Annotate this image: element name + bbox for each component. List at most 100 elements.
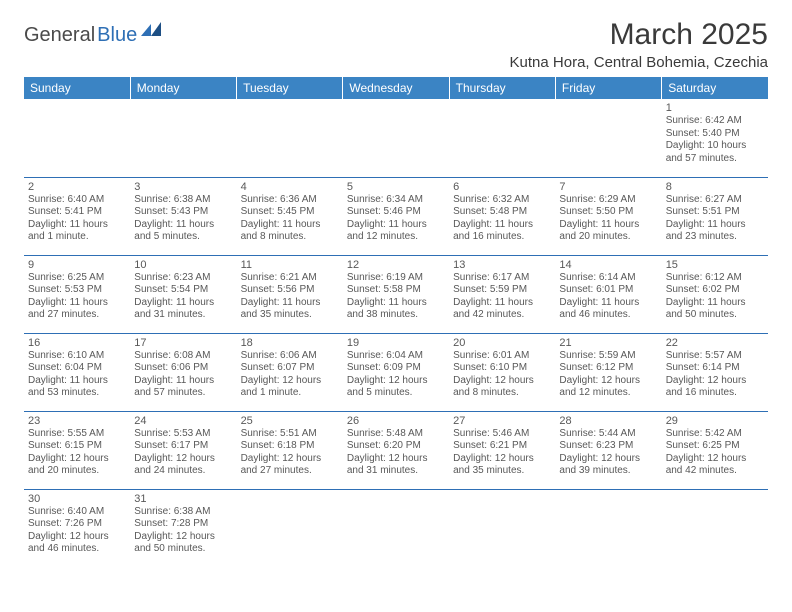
- calendar-cell: 18Sunrise: 6:06 AMSunset: 6:07 PMDayligh…: [237, 333, 343, 411]
- calendar-cell-empty: [449, 489, 555, 567]
- day-info: Sunrise: 6:27 AMSunset: 5:51 PMDaylight:…: [666, 194, 764, 244]
- calendar-cell: 16Sunrise: 6:10 AMSunset: 6:04 PMDayligh…: [24, 333, 130, 411]
- location-text: Kutna Hora, Central Bohemia, Czechia: [510, 54, 768, 71]
- calendar-cell: 4Sunrise: 6:36 AMSunset: 5:45 PMDaylight…: [237, 177, 343, 255]
- day-info: Sunrise: 6:17 AMSunset: 5:59 PMDaylight:…: [453, 272, 551, 322]
- calendar-body: 1Sunrise: 6:42 AMSunset: 5:40 PMDaylight…: [24, 99, 768, 567]
- day-info: Sunrise: 5:57 AMSunset: 6:14 PMDaylight:…: [666, 350, 764, 400]
- calendar-cell: 12Sunrise: 6:19 AMSunset: 5:58 PMDayligh…: [343, 255, 449, 333]
- day-info: Sunrise: 6:42 AMSunset: 5:40 PMDaylight:…: [666, 115, 764, 165]
- day-info: Sunrise: 6:40 AMSunset: 7:26 PMDaylight:…: [28, 506, 126, 556]
- day-number: 1: [666, 102, 764, 114]
- day-number: 5: [347, 181, 445, 193]
- day-number: 12: [347, 259, 445, 271]
- day-info: Sunrise: 6:23 AMSunset: 5:54 PMDaylight:…: [134, 272, 232, 322]
- day-info: Sunrise: 6:12 AMSunset: 6:02 PMDaylight:…: [666, 272, 764, 322]
- calendar-cell: 27Sunrise: 5:46 AMSunset: 6:21 PMDayligh…: [449, 411, 555, 489]
- calendar-cell: 23Sunrise: 5:55 AMSunset: 6:15 PMDayligh…: [24, 411, 130, 489]
- calendar-cell: 11Sunrise: 6:21 AMSunset: 5:56 PMDayligh…: [237, 255, 343, 333]
- calendar-row: 2Sunrise: 6:40 AMSunset: 5:41 PMDaylight…: [24, 177, 768, 255]
- day-info: Sunrise: 5:59 AMSunset: 6:12 PMDaylight:…: [559, 350, 657, 400]
- day-info: Sunrise: 6:38 AMSunset: 5:43 PMDaylight:…: [134, 194, 232, 244]
- day-number: 24: [134, 415, 232, 427]
- day-info: Sunrise: 5:51 AMSunset: 6:18 PMDaylight:…: [241, 428, 339, 478]
- day-number: 29: [666, 415, 764, 427]
- day-info: Sunrise: 6:32 AMSunset: 5:48 PMDaylight:…: [453, 194, 551, 244]
- day-number: 4: [241, 181, 339, 193]
- day-number: 7: [559, 181, 657, 193]
- day-number: 14: [559, 259, 657, 271]
- calendar-cell: 17Sunrise: 6:08 AMSunset: 6:06 PMDayligh…: [130, 333, 236, 411]
- calendar-cell: 24Sunrise: 5:53 AMSunset: 6:17 PMDayligh…: [130, 411, 236, 489]
- calendar-cell-empty: [237, 99, 343, 177]
- day-number: 3: [134, 181, 232, 193]
- day-number: 8: [666, 181, 764, 193]
- day-info: Sunrise: 6:10 AMSunset: 6:04 PMDaylight:…: [28, 350, 126, 400]
- calendar-row: 30Sunrise: 6:40 AMSunset: 7:26 PMDayligh…: [24, 489, 768, 567]
- day-header: Thursday: [449, 77, 555, 99]
- day-number: 11: [241, 259, 339, 271]
- day-number: 21: [559, 337, 657, 349]
- day-info: Sunrise: 6:34 AMSunset: 5:46 PMDaylight:…: [347, 194, 445, 244]
- calendar-cell: 1Sunrise: 6:42 AMSunset: 5:40 PMDaylight…: [662, 99, 768, 177]
- day-info: Sunrise: 5:48 AMSunset: 6:20 PMDaylight:…: [347, 428, 445, 478]
- calendar-cell: 20Sunrise: 6:01 AMSunset: 6:10 PMDayligh…: [449, 333, 555, 411]
- day-number: 30: [28, 493, 126, 505]
- calendar-row: 9Sunrise: 6:25 AMSunset: 5:53 PMDaylight…: [24, 255, 768, 333]
- day-number: 31: [134, 493, 232, 505]
- day-number: 23: [28, 415, 126, 427]
- day-info: Sunrise: 6:08 AMSunset: 6:06 PMDaylight:…: [134, 350, 232, 400]
- calendar-row: 1Sunrise: 6:42 AMSunset: 5:40 PMDaylight…: [24, 99, 768, 177]
- day-number: 19: [347, 337, 445, 349]
- day-info: Sunrise: 5:55 AMSunset: 6:15 PMDaylight:…: [28, 428, 126, 478]
- day-info: Sunrise: 6:25 AMSunset: 5:53 PMDaylight:…: [28, 272, 126, 322]
- day-info: Sunrise: 5:53 AMSunset: 6:17 PMDaylight:…: [134, 428, 232, 478]
- day-info: Sunrise: 6:19 AMSunset: 5:58 PMDaylight:…: [347, 272, 445, 322]
- calendar-cell: 9Sunrise: 6:25 AMSunset: 5:53 PMDaylight…: [24, 255, 130, 333]
- calendar-cell: 3Sunrise: 6:38 AMSunset: 5:43 PMDaylight…: [130, 177, 236, 255]
- calendar-cell: 30Sunrise: 6:40 AMSunset: 7:26 PMDayligh…: [24, 489, 130, 567]
- day-number: 2: [28, 181, 126, 193]
- calendar-cell-empty: [555, 99, 661, 177]
- calendar-cell: 28Sunrise: 5:44 AMSunset: 6:23 PMDayligh…: [555, 411, 661, 489]
- calendar-cell-empty: [343, 99, 449, 177]
- calendar-cell: 22Sunrise: 5:57 AMSunset: 6:14 PMDayligh…: [662, 333, 768, 411]
- day-info: Sunrise: 5:42 AMSunset: 6:25 PMDaylight:…: [666, 428, 764, 478]
- header: General Blue March 2025 Kutna Hora, Cent…: [24, 18, 768, 71]
- calendar-cell: 10Sunrise: 6:23 AMSunset: 5:54 PMDayligh…: [130, 255, 236, 333]
- day-number: 10: [134, 259, 232, 271]
- day-info: Sunrise: 5:46 AMSunset: 6:21 PMDaylight:…: [453, 428, 551, 478]
- day-number: 22: [666, 337, 764, 349]
- title-block: March 2025 Kutna Hora, Central Bohemia, …: [510, 18, 768, 71]
- calendar-row: 23Sunrise: 5:55 AMSunset: 6:15 PMDayligh…: [24, 411, 768, 489]
- day-number: 9: [28, 259, 126, 271]
- day-header: Sunday: [24, 77, 130, 99]
- day-header: Monday: [130, 77, 236, 99]
- day-number: 27: [453, 415, 551, 427]
- logo-text-general: General: [24, 24, 95, 47]
- calendar-cell: 5Sunrise: 6:34 AMSunset: 5:46 PMDaylight…: [343, 177, 449, 255]
- calendar-cell: 2Sunrise: 6:40 AMSunset: 5:41 PMDaylight…: [24, 177, 130, 255]
- day-number: 28: [559, 415, 657, 427]
- day-info: Sunrise: 6:06 AMSunset: 6:07 PMDaylight:…: [241, 350, 339, 400]
- flag-icon: [141, 22, 163, 43]
- page: General Blue March 2025 Kutna Hora, Cent…: [0, 0, 792, 577]
- calendar-cell: 15Sunrise: 6:12 AMSunset: 6:02 PMDayligh…: [662, 255, 768, 333]
- day-header: Tuesday: [237, 77, 343, 99]
- calendar-cell: 25Sunrise: 5:51 AMSunset: 6:18 PMDayligh…: [237, 411, 343, 489]
- day-number: 20: [453, 337, 551, 349]
- day-info: Sunrise: 5:44 AMSunset: 6:23 PMDaylight:…: [559, 428, 657, 478]
- calendar-cell-empty: [237, 489, 343, 567]
- day-number: 25: [241, 415, 339, 427]
- calendar-table: SundayMondayTuesdayWednesdayThursdayFrid…: [24, 77, 768, 567]
- calendar-cell: 31Sunrise: 6:38 AMSunset: 7:28 PMDayligh…: [130, 489, 236, 567]
- logo-text-blue: Blue: [97, 24, 137, 47]
- day-header: Saturday: [662, 77, 768, 99]
- day-number: 18: [241, 337, 339, 349]
- calendar-cell-empty: [555, 489, 661, 567]
- day-info: Sunrise: 6:29 AMSunset: 5:50 PMDaylight:…: [559, 194, 657, 244]
- calendar-cell: 29Sunrise: 5:42 AMSunset: 6:25 PMDayligh…: [662, 411, 768, 489]
- day-header: Friday: [555, 77, 661, 99]
- day-info: Sunrise: 6:36 AMSunset: 5:45 PMDaylight:…: [241, 194, 339, 244]
- calendar-cell: 14Sunrise: 6:14 AMSunset: 6:01 PMDayligh…: [555, 255, 661, 333]
